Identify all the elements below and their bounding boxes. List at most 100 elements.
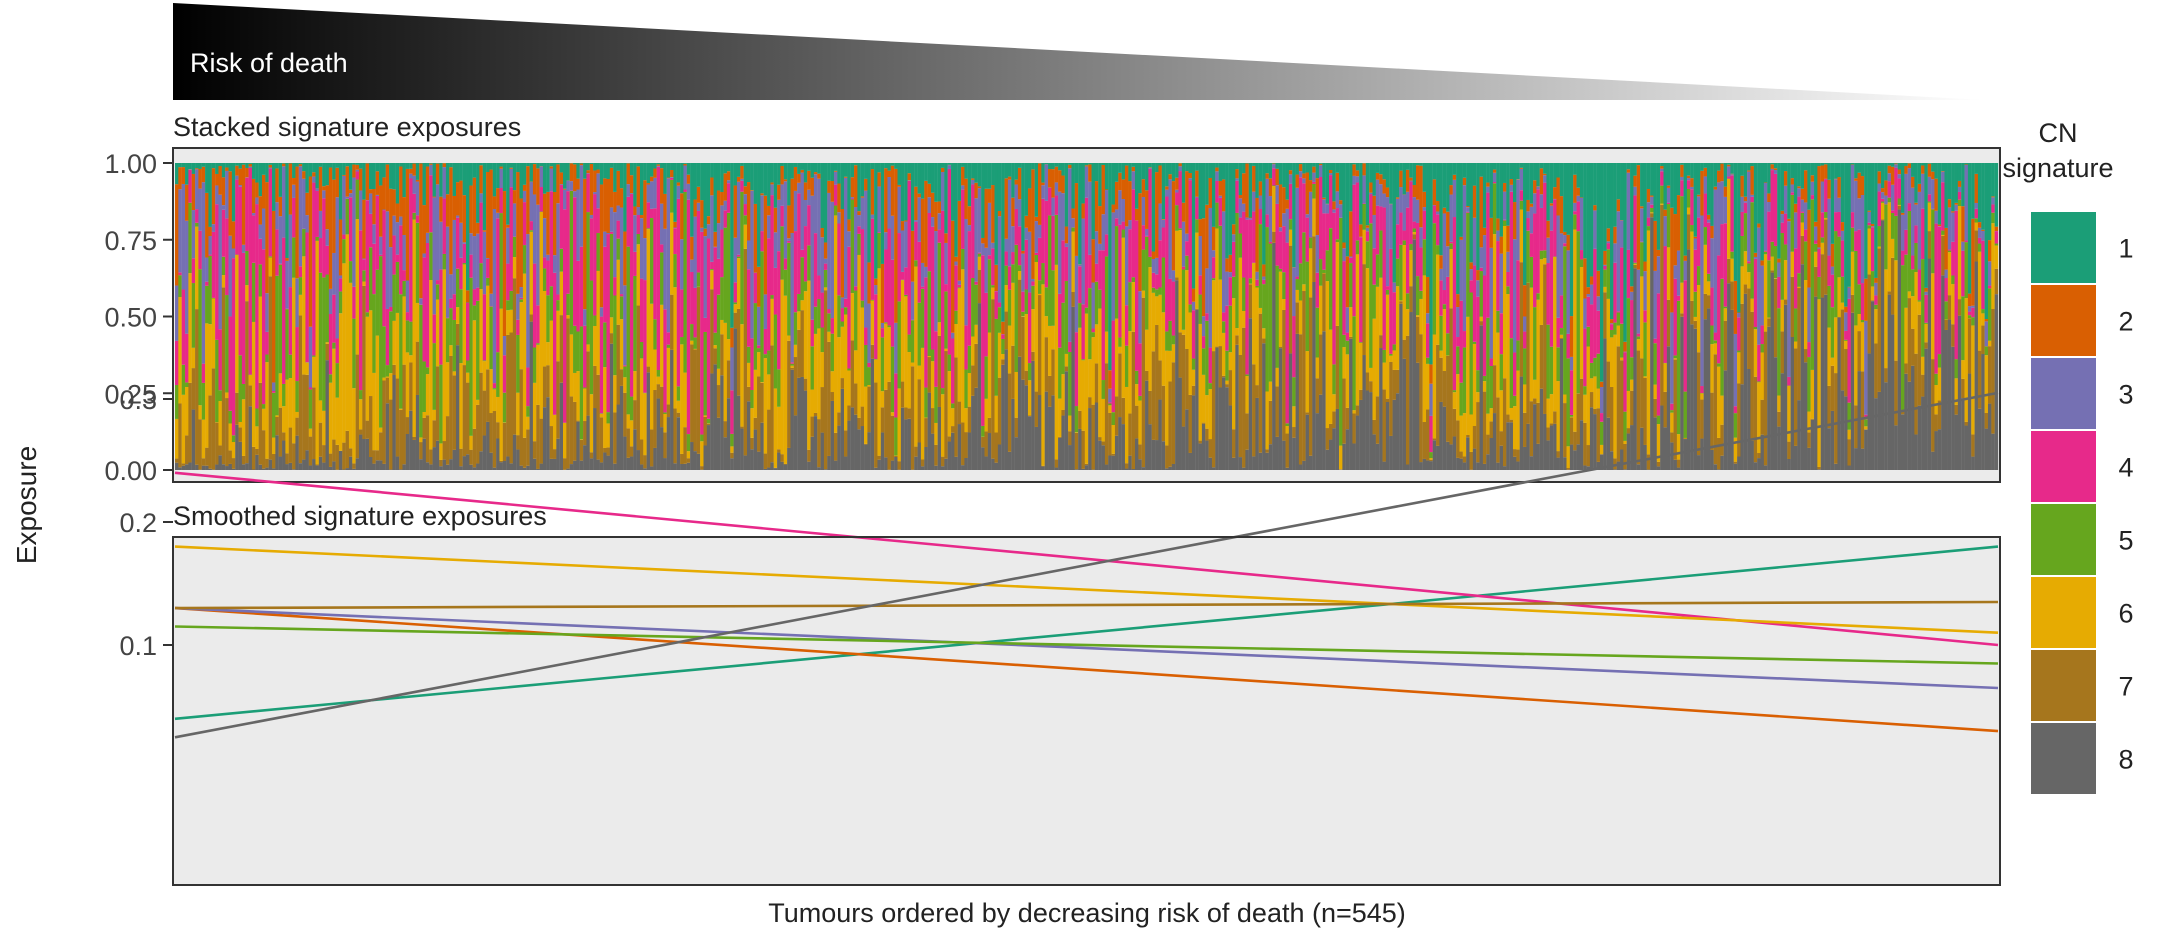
stack-segment-sig-4 [412, 193, 416, 213]
stack-segment-sig-1 [1195, 163, 1199, 171]
stack-segment-sig-4 [583, 325, 587, 388]
stack-segment-sig-6 [1824, 217, 1828, 220]
stack-segment-sig-2 [673, 221, 677, 228]
stack-segment-sig-8 [519, 465, 524, 470]
stack-segment-sig-4 [205, 281, 209, 286]
stack-segment-sig-3 [937, 213, 942, 230]
stack-segment-sig-5 [1221, 321, 1226, 333]
stack-segment-sig-2 [1382, 179, 1387, 194]
stack-segment-sig-4 [917, 241, 922, 303]
stack-segment-sig-3 [1907, 168, 1912, 204]
stack-segment-sig-7 [506, 334, 510, 457]
stack-segment-sig-5 [663, 412, 667, 414]
stack-segment-sig-2 [1907, 163, 1912, 169]
stack-segment-sig-3 [1917, 191, 1922, 270]
stack-segment-sig-8 [1583, 465, 1587, 470]
stack-segment-sig-1 [1723, 163, 1728, 187]
stack-segment-sig-5 [445, 318, 450, 363]
stack-segment-sig-8 [1308, 455, 1313, 470]
stack-segment-sig-8 [1814, 296, 1818, 470]
stack-segment-sig-8 [566, 468, 570, 470]
stack-segment-sig-2 [880, 263, 885, 323]
stack-segment-sig-7 [1773, 278, 1778, 358]
stack-segment-sig-1 [954, 163, 958, 257]
stack-segment-sig-6 [860, 307, 865, 407]
stack-segment-sig-6 [1011, 282, 1015, 346]
stack-segment-sig-3 [820, 237, 825, 293]
stack-segment-sig-8 [1981, 354, 1985, 470]
stack-segment-sig-2 [1305, 172, 1310, 215]
stack-segment-sig-6 [977, 256, 982, 270]
stack-segment-sig-1 [268, 163, 273, 165]
stack-segment-sig-7 [1803, 349, 1808, 363]
stack-segment-sig-5 [536, 343, 540, 345]
stack-segment-sig-8 [348, 456, 353, 470]
y-tick-label: 1.00 [104, 149, 157, 179]
stack-segment-sig-6 [633, 371, 637, 401]
stack-segment-sig-5 [1824, 212, 1828, 218]
stack-segment-sig-3 [1857, 198, 1861, 230]
stack-segment-sig-1 [1974, 163, 1979, 174]
stack-segment-sig-1 [1616, 163, 1621, 200]
stack-segment-sig-3 [1666, 187, 1671, 203]
stack-segment-sig-1 [315, 163, 319, 189]
stack-segment-sig-5 [1268, 243, 1273, 382]
stack-segment-sig-7 [1476, 402, 1480, 463]
stack-segment-sig-2 [1472, 185, 1477, 218]
stack-segment-sig-1 [693, 163, 697, 200]
stack-segment-sig-6 [278, 373, 283, 408]
stack-segment-sig-7 [1071, 292, 1075, 307]
stack-segment-sig-4 [703, 317, 707, 332]
stack-segment-sig-7 [720, 334, 724, 376]
stack-segment-sig-1 [1285, 163, 1290, 200]
stack-segment-sig-3 [1101, 214, 1106, 251]
stack-segment-sig-3 [482, 231, 487, 295]
stack-segment-sig-8 [506, 456, 510, 470]
stack-segment-sig-5 [201, 382, 206, 420]
stack-segment-sig-4 [1235, 180, 1239, 213]
stack-segment-sig-8 [686, 462, 691, 470]
stack-segment-sig-4 [1807, 342, 1811, 358]
stack-segment-sig-7 [1546, 427, 1550, 441]
stack-segment-sig-1 [830, 163, 835, 182]
stack-segment-sig-4 [894, 373, 898, 418]
stack-segment-sig-3 [987, 202, 992, 256]
stack-segment-sig-7 [292, 443, 296, 470]
stack-segment-sig-7 [706, 423, 711, 426]
stack-segment-sig-5 [392, 274, 396, 321]
stack-segment-sig-4 [1533, 213, 1537, 308]
stack-segment-sig-6 [1151, 292, 1156, 352]
stack-segment-sig-4 [700, 231, 704, 435]
stack-segment-sig-2 [1553, 187, 1557, 199]
stack-segment-sig-7 [231, 458, 236, 469]
stack-segment-sig-2 [251, 178, 256, 214]
stack-segment-sig-5 [251, 262, 256, 322]
stack-segment-sig-6 [425, 374, 430, 416]
stack-segment-sig-3 [924, 266, 928, 278]
stack-segment-sig-2 [1656, 249, 1661, 257]
stack-segment-sig-5 [298, 277, 303, 295]
stack-segment-sig-6 [328, 382, 333, 454]
stack-segment-sig-1 [542, 163, 547, 194]
stack-segment-sig-7 [1245, 413, 1249, 450]
y-tick-label: 0.2 [119, 508, 157, 538]
stack-segment-sig-4 [1362, 203, 1366, 204]
stack-segment-sig-1 [1673, 163, 1678, 215]
stack-segment-sig-7 [1757, 453, 1761, 459]
stack-segment-sig-2 [663, 193, 667, 229]
stack-segment-sig-8 [870, 358, 875, 470]
stack-segment-sig-8 [1158, 399, 1162, 470]
stack-segment-sig-4 [479, 202, 483, 264]
stack-segment-sig-4 [198, 230, 202, 270]
stack-segment-sig-3 [1573, 202, 1577, 212]
stack-segment-sig-3 [1295, 187, 1300, 277]
stack-segment-sig-7 [1218, 346, 1223, 388]
stack-segment-sig-4 [231, 258, 236, 436]
stack-segment-sig-6 [773, 388, 778, 468]
stack-segment-sig-2 [1068, 164, 1072, 169]
stack-segment-sig-5 [573, 325, 577, 373]
stack-segment-sig-1 [987, 163, 992, 189]
stack-segment-sig-1 [1509, 163, 1514, 180]
stack-segment-sig-8 [1171, 463, 1176, 470]
stack-segment-sig-4 [1897, 178, 1902, 199]
